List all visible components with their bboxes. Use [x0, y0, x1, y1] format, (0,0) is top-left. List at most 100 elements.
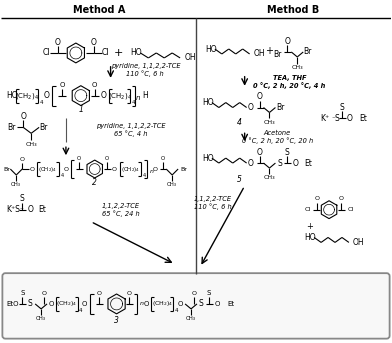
Text: O: O	[214, 301, 220, 307]
Text: n: n	[149, 169, 153, 175]
Text: Cl: Cl	[304, 207, 310, 212]
Text: Method B: Method B	[267, 5, 319, 15]
Text: Et: Et	[359, 114, 367, 123]
Text: CH₃: CH₃	[36, 316, 46, 321]
Text: O: O	[248, 103, 254, 112]
Text: $\mathdefault{(CH_2)_4}$: $\mathdefault{(CH_2)_4}$	[56, 299, 78, 308]
Text: O: O	[96, 291, 101, 296]
Text: CH₃: CH₃	[292, 66, 303, 70]
Text: EtO: EtO	[7, 301, 19, 307]
FancyBboxPatch shape	[2, 273, 390, 339]
Text: 4: 4	[132, 100, 135, 105]
Text: CH₃: CH₃	[167, 182, 177, 187]
Text: CH₃: CH₃	[186, 316, 196, 321]
Text: CH₃: CH₃	[264, 176, 275, 180]
Text: n: n	[136, 95, 141, 100]
Text: S: S	[285, 147, 290, 157]
Text: HO: HO	[304, 233, 316, 242]
Text: O: O	[30, 166, 34, 172]
Text: Cl: Cl	[348, 207, 354, 212]
Text: S: S	[207, 290, 211, 296]
Text: S: S	[20, 290, 24, 296]
Text: HO: HO	[205, 45, 216, 54]
Text: O: O	[285, 37, 290, 46]
Text: O: O	[338, 196, 343, 201]
Text: O: O	[92, 82, 97, 88]
Text: O: O	[101, 91, 107, 100]
Text: O: O	[59, 82, 65, 88]
Text: 4: 4	[174, 308, 178, 314]
Text: CH₃: CH₃	[264, 120, 275, 125]
Text: O: O	[127, 291, 132, 296]
Text: O: O	[112, 166, 117, 172]
Text: K⁺: K⁺	[320, 114, 329, 123]
Text: Et: Et	[304, 158, 312, 168]
Text: CH₃: CH₃	[25, 142, 37, 147]
Text: HO: HO	[202, 154, 214, 163]
Text: O: O	[248, 158, 254, 168]
Text: O: O	[257, 147, 263, 157]
Text: Br: Br	[4, 166, 10, 172]
Text: S: S	[20, 194, 25, 203]
Text: 3: 3	[114, 316, 119, 325]
Text: $\mathdefault{(CH_2)_4}$: $\mathdefault{(CH_2)_4}$	[121, 165, 140, 174]
Text: HO: HO	[202, 98, 214, 107]
Text: Br: Br	[273, 50, 281, 59]
Text: 4: 4	[79, 308, 83, 314]
Text: O: O	[153, 166, 158, 172]
Text: +: +	[265, 46, 274, 56]
Text: ⁻S: ⁻S	[331, 114, 340, 123]
Text: 4: 4	[143, 174, 146, 178]
Text: Method A: Method A	[73, 5, 125, 15]
Text: K⁺S⁻: K⁺S⁻	[6, 205, 24, 214]
Text: n: n	[140, 301, 143, 306]
Text: +: +	[114, 48, 123, 58]
Text: $\mathdefault{(CH_2)_4}$: $\mathdefault{(CH_2)_4}$	[38, 165, 58, 174]
Text: Br: Br	[7, 123, 16, 132]
Text: 2: 2	[92, 178, 97, 187]
Text: OH: OH	[254, 49, 265, 58]
Text: O: O	[347, 114, 353, 123]
Text: O: O	[161, 156, 165, 161]
Text: O: O	[27, 205, 33, 214]
Text: OH: OH	[185, 54, 197, 62]
Text: 1: 1	[78, 105, 83, 114]
Text: O: O	[143, 301, 149, 307]
Text: O: O	[315, 196, 319, 201]
Text: 4: 4	[60, 174, 64, 178]
Text: O: O	[64, 166, 69, 172]
Text: 1,1,2,2-TCE
65 °C, 24 h: 1,1,2,2-TCE 65 °C, 24 h	[102, 203, 140, 217]
Text: 1,1,2,2-TCE
110 °C, 6 h: 1,1,2,2-TCE 110 °C, 6 h	[194, 196, 232, 210]
Text: HO: HO	[131, 48, 142, 58]
Text: $\mathdefault{(CH_2)_4}$: $\mathdefault{(CH_2)_4}$	[15, 91, 39, 100]
Text: Et: Et	[228, 301, 235, 307]
Text: H: H	[142, 91, 148, 100]
Text: 5: 5	[237, 175, 242, 185]
Text: S: S	[339, 103, 344, 112]
Text: CH₃: CH₃	[11, 182, 21, 187]
Text: O: O	[91, 37, 97, 47]
Text: O: O	[292, 158, 298, 168]
Text: O: O	[257, 92, 263, 101]
Text: Br: Br	[303, 47, 311, 57]
Text: 4: 4	[39, 100, 43, 105]
Text: Br: Br	[181, 166, 187, 172]
Text: $\mathdefault{(CH_2)_4}$: $\mathdefault{(CH_2)_4}$	[151, 299, 173, 308]
Text: O: O	[82, 301, 87, 307]
Text: TEA, THF
0 °C, 2 h, 20 °C, 4 h: TEA, THF 0 °C, 2 h, 20 °C, 4 h	[253, 75, 325, 89]
Text: S: S	[277, 158, 282, 168]
Text: pyridine, 1,1,2,2-TCE
65 °C, 4 h: pyridine, 1,1,2,2-TCE 65 °C, 4 h	[96, 123, 165, 137]
Text: pyridine, 1,1,2,2-TCE
110 °C, 6 h: pyridine, 1,1,2,2-TCE 110 °C, 6 h	[111, 63, 180, 77]
Text: Br: Br	[39, 123, 47, 132]
Text: Cl: Cl	[42, 48, 50, 58]
Text: $\mathdefault{(CH_2)_4}$: $\mathdefault{(CH_2)_4}$	[107, 91, 131, 100]
Text: S: S	[28, 299, 33, 308]
Text: O: O	[20, 112, 26, 121]
Text: Br: Br	[276, 103, 285, 112]
Text: O: O	[55, 37, 61, 47]
Text: O: O	[77, 156, 81, 161]
Text: Cl: Cl	[102, 48, 109, 58]
Text: 4: 4	[237, 118, 242, 127]
Text: +: +	[306, 222, 313, 231]
Text: Acetone
0 °C, 2 h, 20 °C, 20 h: Acetone 0 °C, 2 h, 20 °C, 20 h	[242, 130, 313, 144]
